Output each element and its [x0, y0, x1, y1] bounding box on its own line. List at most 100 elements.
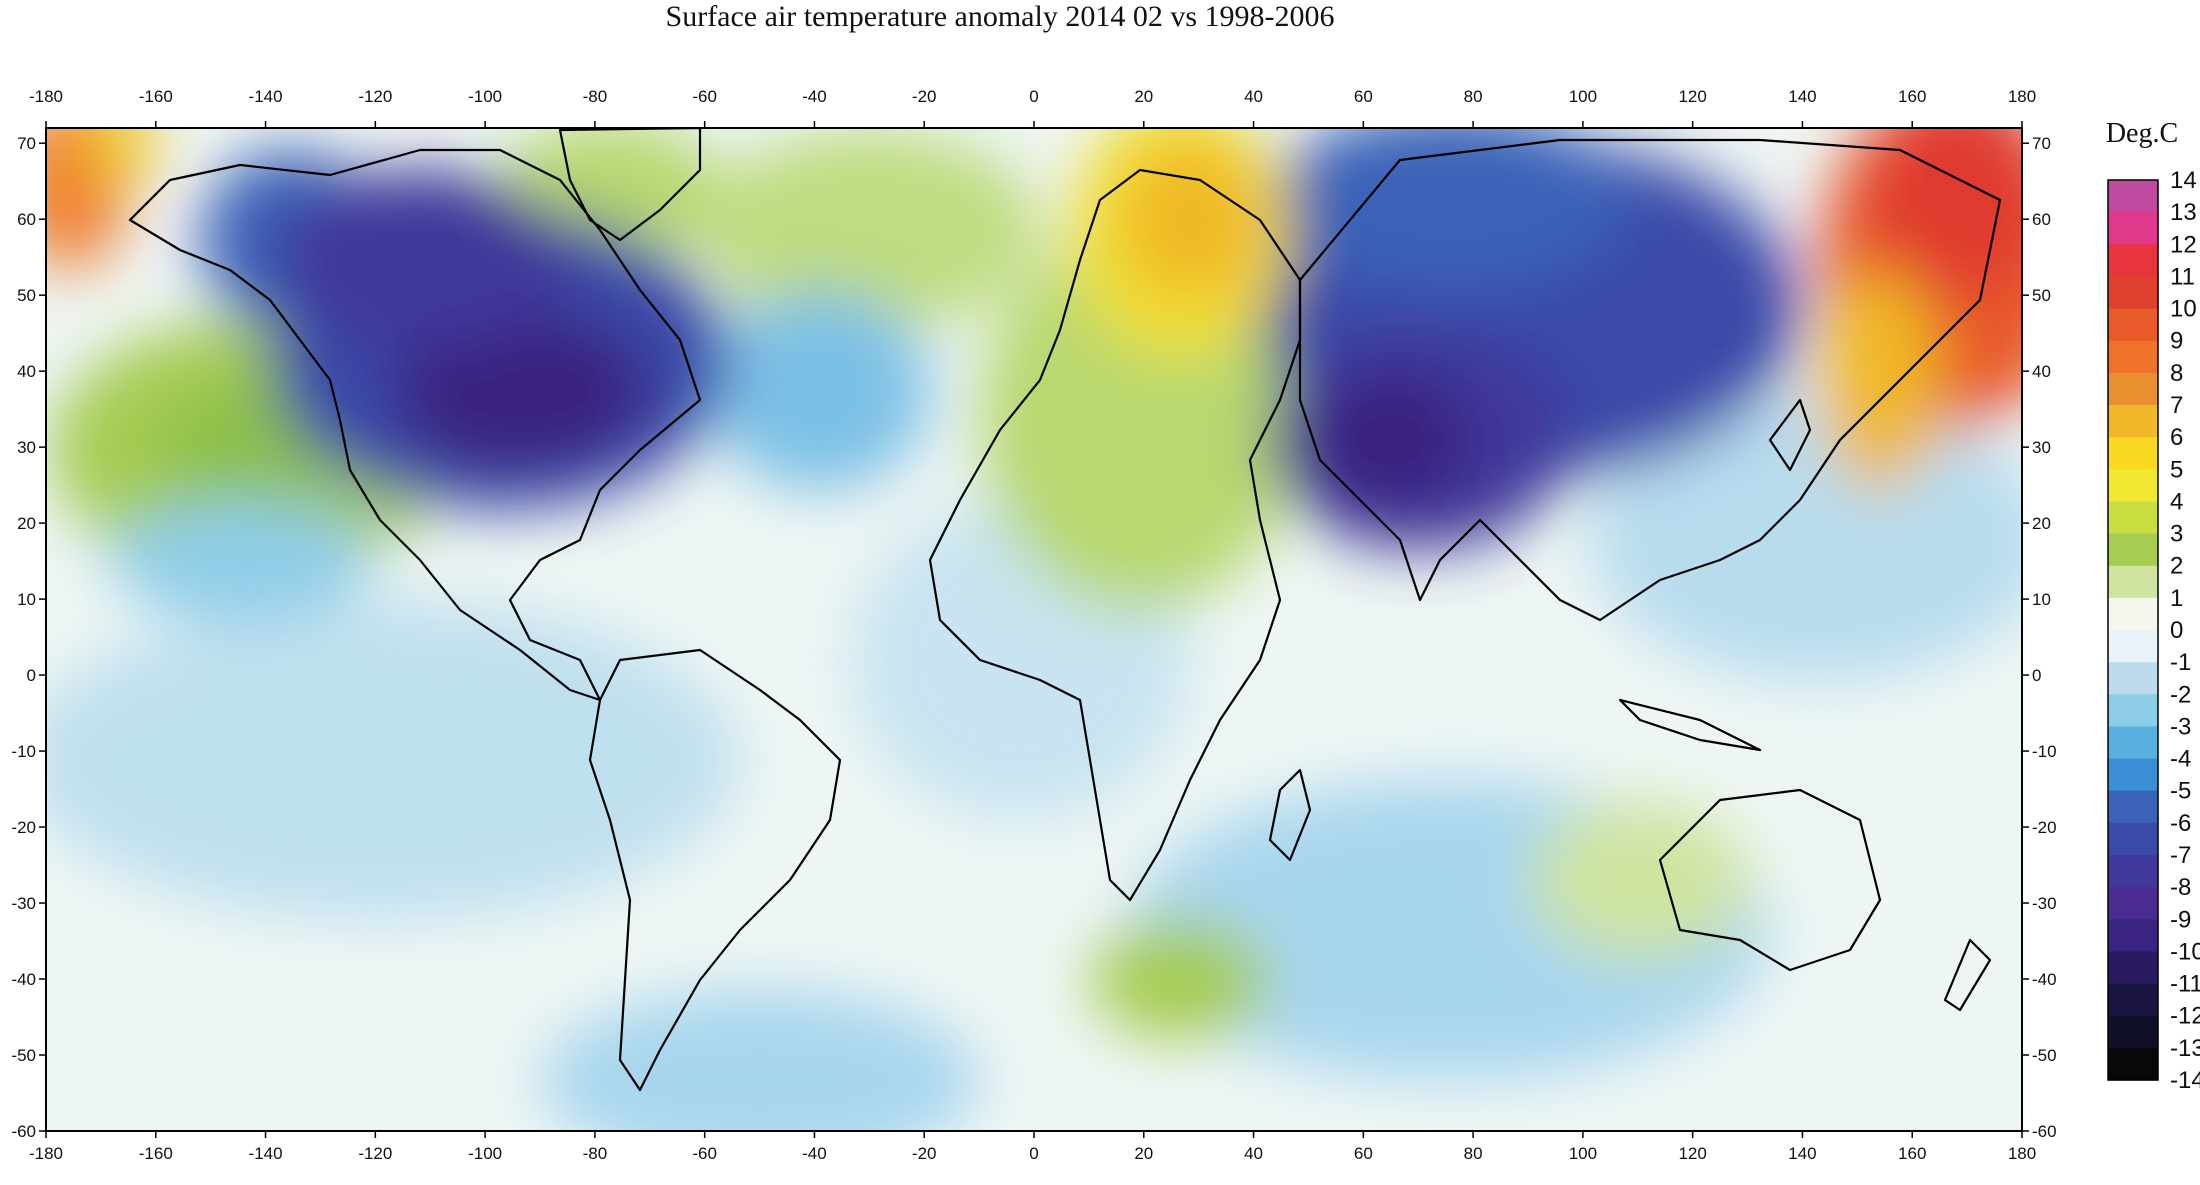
x-tick-label-bottom: 140: [1788, 1144, 1816, 1163]
colorbar-label: -4: [2170, 746, 2191, 773]
y-tick-label-left: -60: [11, 1122, 36, 1141]
colorbar-segment: [2108, 951, 2158, 985]
y-axis-right: 70 60 50 40 30 20 10 0 -10 -20 -30 -40 -50 -60: [2022, 134, 2057, 1141]
colorbar-segment: [2108, 340, 2158, 374]
colorbar-segment: [2108, 372, 2158, 406]
x-tick-label-top: -60: [692, 87, 717, 106]
x-tick-label-bottom: -160: [139, 1144, 173, 1163]
colorbar-label: 0: [2170, 617, 2183, 644]
colorbar-segment: [2108, 887, 2158, 920]
colorbar-segment: [2108, 758, 2158, 792]
x-tick-label-top: 40: [1244, 87, 1263, 106]
colorbar-segment: [2108, 565, 2158, 599]
x-tick-label-top: 140: [1788, 87, 1816, 106]
x-tick-label-bottom: 60: [1354, 1144, 1373, 1163]
x-tick-label-top: 180: [2008, 87, 2036, 106]
colorbar-label: -8: [2170, 874, 2191, 901]
colorbar-segment: [2108, 726, 2158, 760]
colorbar-segment: [2108, 405, 2158, 438]
y-tick-label-left: 50: [17, 286, 36, 305]
x-tick-label-bottom: -80: [583, 1144, 608, 1163]
y-tick-label-left: 60: [17, 210, 36, 229]
y-tick-label-left: 10: [17, 590, 36, 609]
colorbar-segment: [2108, 180, 2158, 213]
colorbar-label: 13: [2170, 199, 2197, 226]
chart-title: Surface air temperature anomaly 2014 02 …: [666, 0, 1335, 33]
south-america-outline: [588, 648, 842, 1092]
colorbar-label: 11: [2170, 263, 2195, 290]
colorbar-label: 5: [2170, 456, 2183, 483]
madagascar-outline: [1268, 768, 1312, 862]
x-tick-label-top: -80: [583, 87, 608, 106]
x-tick-label-top: 100: [1569, 87, 1597, 106]
x-tick-label-bottom: 100: [1569, 1144, 1597, 1163]
colorbar-label: -3: [2170, 713, 2191, 740]
y-tick-label-left: 30: [17, 438, 36, 457]
y-tick-label-left: 0: [27, 666, 36, 685]
y-tick-label-left: 40: [17, 362, 36, 381]
x-tick-label-bottom: 40: [1244, 1144, 1263, 1163]
colorbar-label: -5: [2170, 778, 2191, 805]
y-axis-left: 70 60 50 40 30 20 10 0 -10 -20 -30 -40 -50 -60: [11, 134, 46, 1141]
colorbar-segment: [2108, 919, 2158, 953]
colorbar-label: 9: [2170, 328, 2183, 355]
y-tick-label-left: 20: [17, 514, 36, 533]
y-tick-label-left: -30: [11, 894, 36, 913]
x-tick-label-top: -120: [358, 87, 392, 106]
colorbar-segment: [2108, 437, 2158, 470]
x-tick-label-bottom: -180: [29, 1144, 63, 1163]
colorbar-segment: [2108, 533, 2158, 567]
colorbar-label: -12: [2170, 1003, 2200, 1030]
x-tick-label-bottom: -20: [912, 1144, 937, 1163]
y-tick-label-right: -30: [2032, 894, 2057, 913]
y-tick-label-left: -20: [11, 818, 36, 837]
x-tick-label-top: -20: [912, 87, 937, 106]
greenland-outline: [558, 128, 702, 242]
colorbar-label: -14: [2170, 1067, 2200, 1094]
y-tick-label-right: 0: [2032, 666, 2041, 685]
x-tick-label-bottom: 20: [1134, 1144, 1153, 1163]
x-tick-label-top: -140: [249, 87, 283, 106]
colorbar-label: -6: [2170, 810, 2191, 837]
europe-africa-outline: [928, 168, 1302, 902]
x-tick-label-bottom: 0: [1029, 1144, 1038, 1163]
y-tick-label-right: -40: [2032, 970, 2057, 989]
y-tick-label-left: -10: [11, 742, 36, 761]
colorbar-label: 1: [2170, 585, 2183, 612]
x-tick-label-bottom: 80: [1464, 1144, 1483, 1163]
colorbar-segment: [2108, 790, 2158, 824]
x-tick-label-top: 80: [1464, 87, 1483, 106]
x-tick-label-bottom: -120: [358, 1144, 392, 1163]
colorbar-label: -13: [2170, 1035, 2200, 1062]
x-tick-label-top: 120: [1678, 87, 1706, 106]
colorbar-segment: [2108, 276, 2158, 310]
y-tick-label-right: -20: [2032, 818, 2057, 837]
colorbar-label: 12: [2170, 231, 2197, 258]
y-tick-label-right: 10: [2032, 590, 2051, 609]
y-tick-label-left: -50: [11, 1046, 36, 1065]
x-tick-label-bottom: 160: [1898, 1144, 1926, 1163]
indonesia-outline: [1618, 698, 1762, 752]
australia-outline: [1658, 788, 1882, 972]
x-tick-label-bottom: -140: [249, 1144, 283, 1163]
colorbar-label: -7: [2170, 842, 2191, 869]
japan-outline: [1768, 398, 1812, 472]
x-tick-label-bottom: 180: [2008, 1144, 2036, 1163]
colorbar-label: 2: [2170, 553, 2183, 580]
x-tick-label-top: -180: [29, 87, 63, 106]
colorbar-frame: [2107, 179, 2159, 1081]
colorbar-segment: [2108, 212, 2158, 245]
x-tick-label-bottom: -100: [468, 1144, 502, 1163]
colorbar-label: 10: [2170, 296, 2197, 323]
colorbar-segment: [2108, 694, 2158, 728]
x-tick-label-top: -160: [139, 87, 173, 106]
y-tick-label-left: 70: [17, 134, 36, 153]
y-tick-label-right: -60: [2032, 1122, 2057, 1141]
colorbar-label: -11: [2170, 971, 2200, 998]
y-tick-label-right: 40: [2032, 362, 2051, 381]
x-tick-label-bottom: 120: [1678, 1144, 1706, 1163]
colorbar-label: 4: [2170, 488, 2183, 515]
x-tick-label-top: 60: [1354, 87, 1373, 106]
colorbar-units: Deg.C: [2106, 118, 2178, 149]
